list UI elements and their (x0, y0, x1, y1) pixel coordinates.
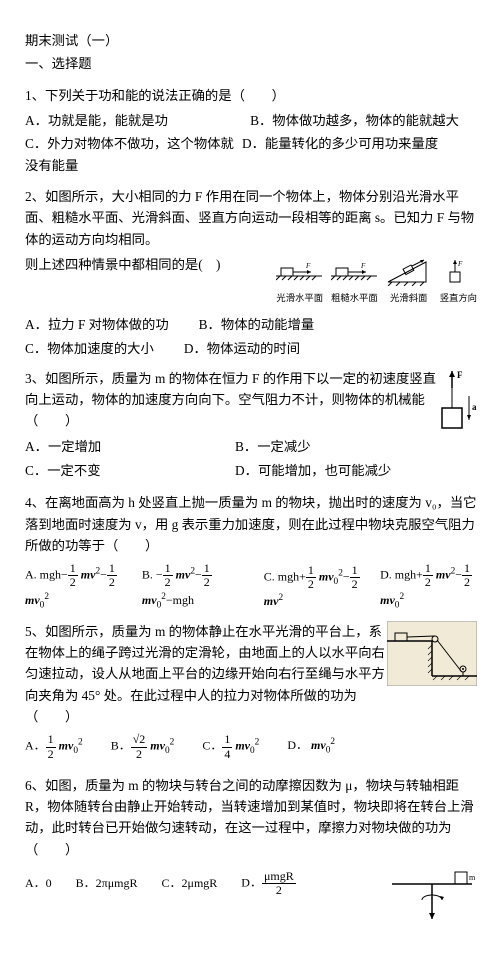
exam-title: 期末测试（一） (25, 30, 477, 51)
q1-option-d: D．能量转化的多少可用功来量度 (242, 133, 459, 176)
q5-option-c: C．14 mv02 (202, 733, 259, 760)
q2-stem: 2、如图所示，大小相同的力 F 作用在同一个物体上，物体分别沿光滑水平面、粗糙水… (25, 186, 477, 250)
q3-option-a: A．一定增加 (25, 436, 205, 457)
section-heading: 一、选择题 (25, 53, 477, 74)
svg-text:F: F (457, 370, 463, 380)
q2-option-b: B．物体的动能增量 (199, 314, 315, 335)
q3-option-c: C．一定不变 (25, 460, 205, 481)
q4-option-a: A. mgh−12 mv2−12 mv02 (25, 562, 122, 613)
q2-label-2: 光滑斜面 (386, 292, 432, 307)
q6-option-b: B．2πμmgR (76, 874, 138, 893)
question-1: 1、下列关于功和能的说法正确的是（ ） A．功就是能，能就是功 B．物体做功越多… (25, 85, 477, 178)
q2-option-d: D．物体运动的时间 (184, 338, 300, 359)
q4-option-b: B. −12 mv2−12 mv02−mgh (142, 562, 244, 613)
q6-option-a: A．0 (25, 874, 52, 893)
q1-option-a: A．功就是能，能就是功 (25, 110, 242, 131)
question-5: 5、如图所示，质量为 m 的物体静止在水平光滑的平台上，系在物体上的绳子跨过光滑… (25, 621, 477, 767)
question-3: 3、如图所示，质量为 m 的物体在恒力 F 的作用下以一定的初速度竖直向上运动，… (25, 368, 477, 485)
q5-options: A．12 mv02 B．√22 mv02 C．14 mv02 D． mv02 (25, 733, 387, 760)
q6-stem: 6、如图，质量为 m 的物块与转台之间的动摩擦因数为 μ，物块与转轴相距 R，物… (25, 775, 477, 860)
q3-diagram: F a (437, 368, 477, 438)
q6-diagram: m (387, 864, 477, 934)
q4-option-d: D. mgh+12 mv2−12 mv02 (380, 562, 477, 613)
q1-stem: 1、下列关于功和能的说法正确的是（ ） (25, 85, 477, 106)
q5-option-b: B．√22 mv02 (111, 733, 175, 760)
svg-text:F: F (305, 262, 311, 270)
diagram-incline (386, 258, 432, 286)
q4-options: A. mgh−12 mv2−12 mv02 B. −12 mv2−12 mv02… (25, 562, 477, 613)
q2-label-1: 粗糙水平面 (331, 292, 378, 307)
q5-stem: 5、如图所示，质量为 m 的物体静止在水平光滑的平台上，系在物体上的绳子跨过光滑… (25, 621, 387, 728)
q1-option-c: C．外力对物体不做功，这个物体就没有能量 (25, 133, 242, 176)
svg-text:a: a (472, 402, 477, 412)
svg-text:F: F (360, 262, 366, 270)
q3-option-d: D．可能增加，也可能减少 (235, 460, 391, 481)
q2-diagrams: F 光滑水平面 F 粗糙水平面 (276, 258, 477, 307)
q1-option-b: B．物体做功越多，物体的能就越大 (242, 110, 459, 131)
diagram-smooth-horizontal: F (276, 258, 322, 286)
question-6: 6、如图，质量为 m 的物块与转台之间的动摩擦因数为 μ，物块与转轴相距 R，物… (25, 775, 477, 941)
q2-label-3: 竖直方向 (440, 292, 477, 307)
question-2: 2、如图所示，大小相同的力 F 作用在同一个物体上，物体分别沿光滑水平面、粗糙水… (25, 186, 477, 360)
q3-stem: 3、如图所示，质量为 m 的物体在恒力 F 的作用下以一定的初速度竖直向上运动，… (25, 368, 437, 432)
question-4: 4、在离地面高为 h 处竖直上抛一质量为 m 的物块，抛出时的速度为 v₀，当它… (25, 492, 477, 613)
q5-diagram (387, 621, 477, 686)
q2-stem2: 则上述四种情景中都相同的是( ) (25, 254, 276, 275)
svg-text:m: m (469, 873, 476, 882)
q4-stem: 4、在离地面高为 h 处竖直上抛一质量为 m 的物块，抛出时的速度为 v₀，当它… (25, 492, 477, 556)
q6-option-d: D．μmgR2 (241, 870, 295, 897)
diagram-rough-horizontal: F (331, 258, 377, 286)
q5-option-d: D． mv02 (287, 735, 335, 758)
diagram-vertical: F (440, 258, 470, 286)
q2-option-c: C．物体加速度的大小 (25, 338, 154, 359)
q5-option-a: A．12 mv02 (25, 733, 83, 760)
q6-option-c: C．2μmgR (162, 874, 218, 893)
q6-options: A．0 B．2πμmgR C．2μmgR D．μmgR2 (25, 870, 387, 897)
q4-option-c: C. mgh+12 mv02−12 mv2 (264, 564, 360, 612)
svg-text:F: F (457, 260, 463, 268)
q2-option-a: A．拉力 F 对物体做的功 (25, 314, 169, 335)
q2-label-0: 光滑水平面 (276, 292, 323, 307)
q3-option-b: B．一定减少 (235, 436, 311, 457)
